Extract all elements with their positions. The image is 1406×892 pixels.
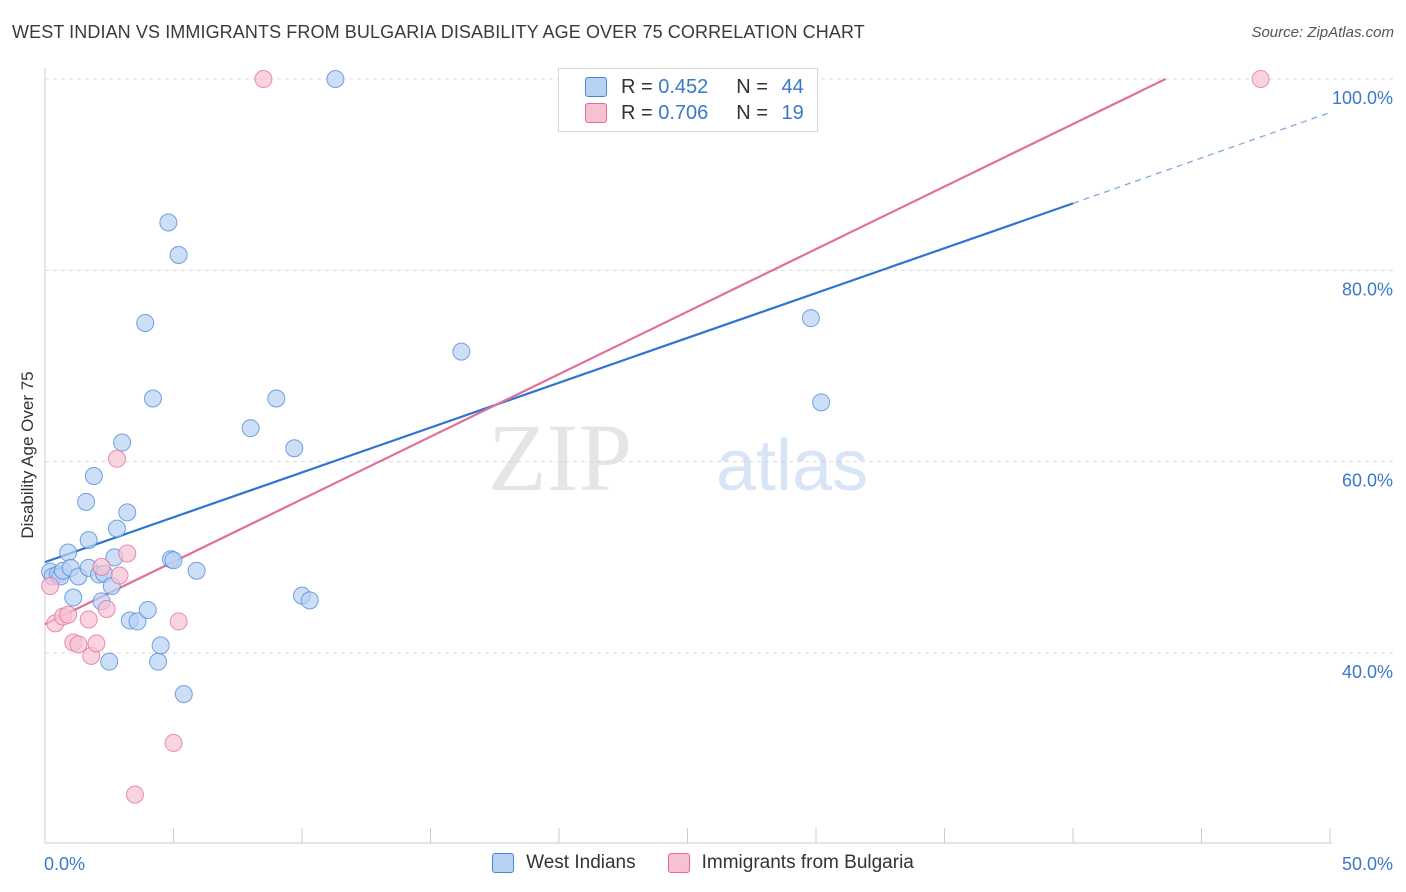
point-west-indians bbox=[59, 543, 78, 562]
legend-r-label: R = bbox=[621, 75, 659, 98]
legend-row-bulgaria: R = 0.706 N = 19 bbox=[585, 102, 804, 124]
point-west-indians bbox=[113, 433, 132, 452]
series-swatch-blue bbox=[492, 853, 515, 873]
axes bbox=[44, 68, 1332, 844]
legend-row-west-indians: R = 0.452 N = 44 bbox=[585, 76, 804, 98]
point-west-indians bbox=[326, 70, 345, 88]
point-bulgaria bbox=[79, 610, 98, 629]
point-west-indians bbox=[164, 551, 183, 570]
point-west-indians bbox=[149, 652, 168, 671]
source-label: Source: ZipAtlas.com bbox=[1251, 24, 1394, 41]
point-bulgaria bbox=[92, 557, 111, 576]
point-west-indians bbox=[107, 519, 126, 538]
point-bulgaria bbox=[125, 785, 144, 804]
point-west-indians bbox=[159, 213, 178, 232]
y-tick-label: 100.0% bbox=[1332, 88, 1393, 108]
point-bulgaria bbox=[87, 634, 106, 653]
point-west-indians bbox=[118, 503, 137, 522]
series-swatch-pink bbox=[667, 853, 690, 873]
series-name: Immigrants from Bulgaria bbox=[701, 852, 914, 873]
point-west-indians bbox=[79, 531, 98, 550]
point-bulgaria bbox=[169, 612, 188, 631]
legend-n-label: N = bbox=[736, 101, 774, 124]
chart-title: WEST INDIAN VS IMMIGRANTS FROM BULGARIA … bbox=[12, 22, 865, 42]
point-west-indians bbox=[285, 439, 304, 458]
point-west-indians bbox=[84, 467, 103, 486]
point-bulgaria bbox=[118, 544, 137, 563]
point-west-indians bbox=[267, 389, 286, 408]
point-west-indians bbox=[143, 389, 162, 408]
point-west-indians bbox=[136, 313, 155, 332]
point-bulgaria bbox=[59, 605, 78, 624]
point-west-indians bbox=[452, 342, 471, 361]
legend-n-value: 19 bbox=[781, 101, 804, 124]
point-bulgaria bbox=[69, 635, 88, 654]
y-tick-label: 80.0% bbox=[1342, 279, 1393, 299]
point-west-indians bbox=[241, 419, 260, 438]
x-tick-label: 0.0% bbox=[44, 854, 85, 874]
point-west-indians bbox=[138, 600, 157, 619]
point-west-indians bbox=[169, 246, 188, 265]
point-west-indians bbox=[100, 652, 119, 671]
point-west-indians bbox=[128, 612, 147, 631]
x-tick-label: 50.0% bbox=[1342, 854, 1393, 874]
series-legend-item-west-indians[interactable]: West Indians bbox=[492, 852, 636, 874]
point-bulgaria bbox=[254, 70, 273, 88]
trend-line-west-indians-extension bbox=[1072, 111, 1331, 204]
point-west-indians bbox=[300, 591, 319, 610]
data-points bbox=[41, 70, 1270, 804]
watermark-zip: ZIP bbox=[488, 404, 632, 511]
trend-line-bulgaria bbox=[44, 78, 1167, 626]
series-name: West Indians bbox=[526, 852, 636, 873]
point-bulgaria bbox=[41, 577, 60, 596]
point-west-indians bbox=[801, 309, 820, 328]
tick-labels: 40.0% 60.0% 80.0% 100.0% 0.0% 50.0% bbox=[44, 88, 1393, 874]
point-west-indians bbox=[77, 492, 96, 511]
watermark: ZIP atlas bbox=[488, 404, 868, 511]
point-bulgaria bbox=[1251, 70, 1270, 88]
gridlines bbox=[45, 78, 1395, 654]
watermark-atlas: atlas bbox=[716, 426, 868, 506]
point-bulgaria bbox=[97, 599, 116, 618]
point-west-indians bbox=[174, 685, 193, 704]
trend-line-west-indians bbox=[44, 202, 1074, 564]
point-bulgaria bbox=[110, 566, 129, 585]
legend-r-value: 0.452 bbox=[658, 75, 709, 98]
point-west-indians bbox=[64, 588, 83, 607]
point-west-indians bbox=[151, 636, 170, 655]
legend-r-label: R = bbox=[621, 101, 659, 124]
point-west-indians bbox=[812, 393, 831, 412]
trend-lines bbox=[44, 78, 1331, 626]
legend-swatch-pink bbox=[585, 103, 607, 123]
point-bulgaria bbox=[164, 733, 183, 752]
legend-n-label: N = bbox=[736, 75, 774, 98]
stats-legend: R = 0.452 N = 44 R = 0.706 N = 19 bbox=[558, 68, 818, 132]
y-tick-label: 40.0% bbox=[1342, 662, 1393, 682]
legend-swatch-blue bbox=[585, 77, 607, 97]
series-legend-item-bulgaria[interactable]: Immigrants from Bulgaria bbox=[667, 852, 914, 874]
point-west-indians bbox=[187, 561, 206, 580]
point-bulgaria bbox=[107, 449, 126, 468]
series-legend: West Indians Immigrants from Bulgaria bbox=[0, 852, 1406, 874]
legend-r-value: 0.706 bbox=[658, 101, 709, 124]
y-tick-label: 60.0% bbox=[1342, 471, 1393, 491]
legend-n-value: 44 bbox=[781, 75, 804, 98]
y-axis-label: Disability Age Over 75 bbox=[18, 371, 37, 539]
